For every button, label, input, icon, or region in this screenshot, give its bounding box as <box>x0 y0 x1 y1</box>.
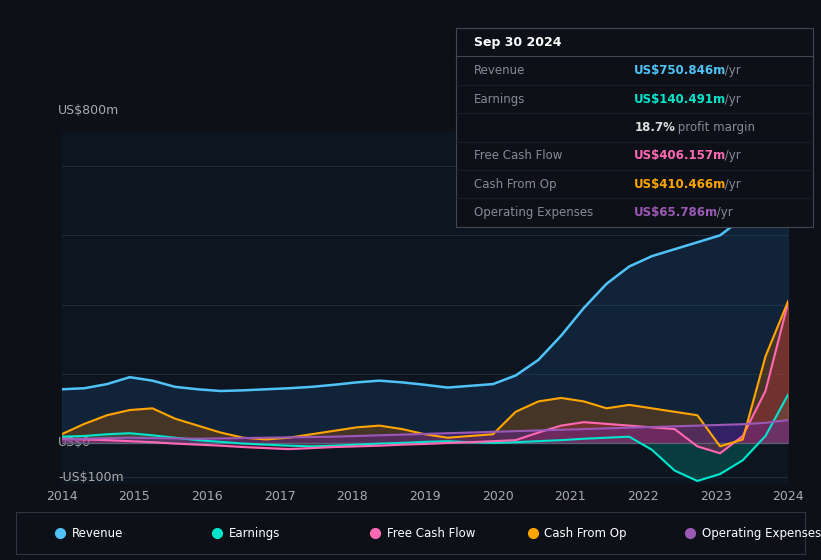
Text: Sep 30 2024: Sep 30 2024 <box>474 36 561 49</box>
Text: Free Cash Flow: Free Cash Flow <box>387 527 475 540</box>
Text: Earnings: Earnings <box>229 527 281 540</box>
Text: /yr: /yr <box>713 206 732 219</box>
Text: profit margin: profit margin <box>673 121 754 134</box>
Text: 18.7%: 18.7% <box>635 121 675 134</box>
Text: /yr: /yr <box>721 64 741 77</box>
Text: -US$100m: -US$100m <box>58 471 124 484</box>
Text: Revenue: Revenue <box>71 527 123 540</box>
Text: Cash From Op: Cash From Op <box>474 178 556 191</box>
Text: /yr: /yr <box>721 178 741 191</box>
Text: US$750.846m: US$750.846m <box>635 64 727 77</box>
Text: Operating Expenses: Operating Expenses <box>702 527 821 540</box>
Text: US$800m: US$800m <box>58 105 119 118</box>
Text: Cash From Op: Cash From Op <box>544 527 627 540</box>
Text: US$65.786m: US$65.786m <box>635 206 718 219</box>
Text: US$140.491m: US$140.491m <box>635 92 727 105</box>
Text: Earnings: Earnings <box>474 92 525 105</box>
Text: Free Cash Flow: Free Cash Flow <box>474 150 562 162</box>
Text: US$406.157m: US$406.157m <box>635 150 727 162</box>
Text: Revenue: Revenue <box>474 64 525 77</box>
Text: /yr: /yr <box>721 150 741 162</box>
Text: US$0: US$0 <box>58 436 91 449</box>
Text: Operating Expenses: Operating Expenses <box>474 206 593 219</box>
Text: US$410.466m: US$410.466m <box>635 178 727 191</box>
Text: /yr: /yr <box>721 92 741 105</box>
